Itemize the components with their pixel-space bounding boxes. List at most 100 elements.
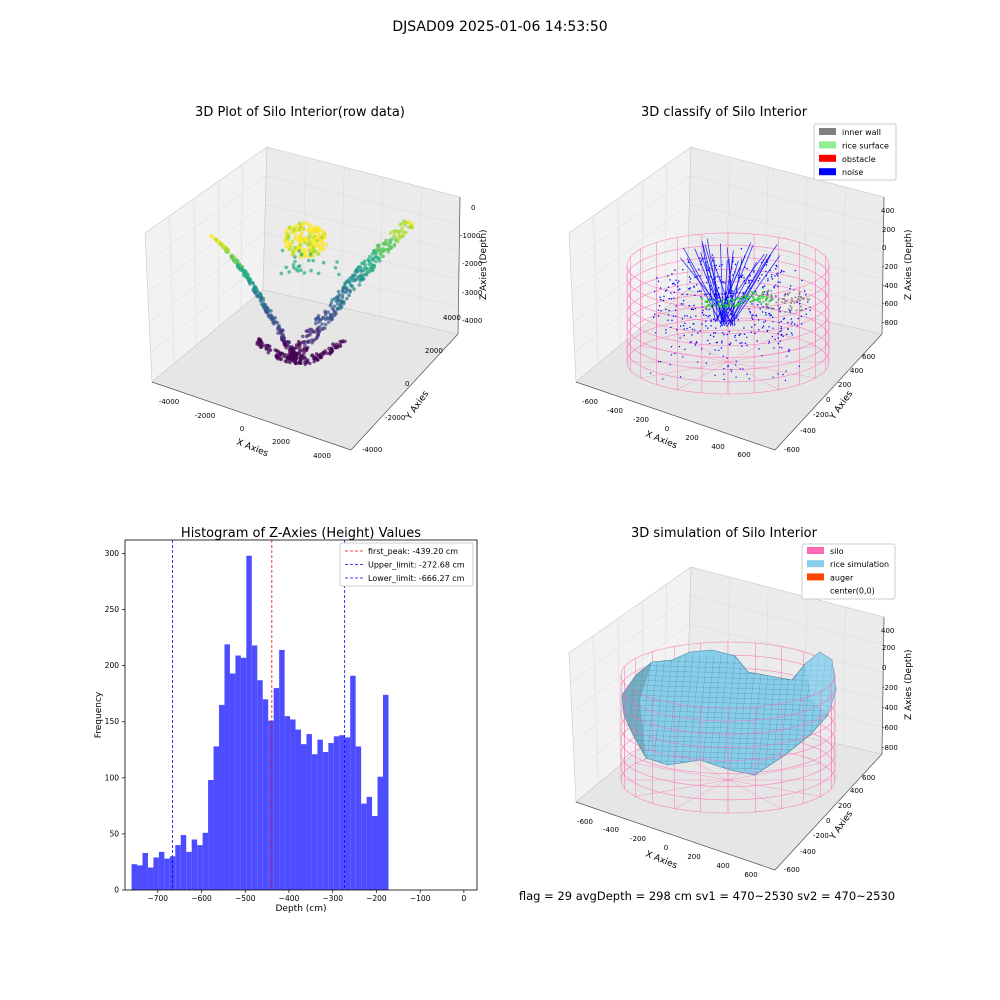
z-tick-label: -800: [882, 744, 898, 752]
noise-point: [675, 305, 677, 307]
data-point: [403, 223, 407, 228]
inner-wall-point: [784, 300, 786, 302]
surface-mesh-line: [627, 724, 833, 732]
data-point: [286, 235, 290, 239]
x-tick-label: 600: [744, 871, 757, 879]
noise-point: [668, 309, 670, 312]
rice-surface-point: [741, 295, 744, 298]
data-point: [343, 339, 347, 344]
noise-point: [735, 376, 737, 378]
data-point: [374, 259, 378, 264]
rice-surface-point: [758, 295, 761, 297]
rice-surface-point: [717, 305, 720, 308]
data-point: [266, 344, 271, 348]
data-point: [355, 267, 360, 272]
rice-surface-point: [706, 299, 709, 301]
noise-point: [771, 335, 773, 338]
noise-point: [701, 259, 703, 261]
noise-point: [741, 342, 743, 344]
data-point: [300, 334, 305, 339]
noise-point: [695, 315, 697, 317]
noise-point: [705, 325, 707, 327]
surface-mesh-line: [627, 689, 833, 697]
noise-point: [777, 281, 779, 283]
data-point: [399, 235, 403, 239]
noise-point: [719, 265, 721, 267]
noise-point: [751, 314, 753, 316]
y-tick-label: 200: [838, 381, 851, 389]
y-axis-line: [350, 333, 459, 451]
noise-point: [760, 261, 763, 264]
rice-surface-point: [755, 293, 758, 296]
silo-wire-spoke: [727, 334, 779, 363]
noise-streak: [682, 247, 728, 326]
noise-point: [765, 275, 768, 277]
noise-point: [667, 286, 670, 288]
panel1-3d-axes-box: [144, 146, 461, 451]
noise-point: [801, 323, 803, 325]
noise-point: [788, 348, 790, 351]
histogram-bar: [153, 857, 159, 890]
noise-point: [721, 324, 723, 326]
noise-point: [722, 332, 724, 334]
inner-wall-point: [771, 297, 774, 300]
noise-point: [790, 323, 792, 325]
histogram-reference-lines: [172, 540, 346, 890]
z-tick-label: 0: [882, 244, 886, 252]
data-point: [332, 297, 337, 301]
data-point: [290, 357, 295, 362]
rice-surface-point: [711, 300, 714, 303]
noise-point: [667, 275, 669, 277]
noise-point: [722, 281, 725, 284]
data-point: [268, 313, 273, 318]
silo-wire-spoke: [727, 361, 779, 390]
noise-point: [772, 321, 774, 323]
silo-wire-spoke: [727, 361, 816, 379]
noise-point: [689, 281, 691, 283]
noise-point: [767, 291, 769, 293]
x-tick-label: 0: [461, 894, 466, 903]
noise-point: [751, 326, 753, 328]
data-point: [287, 270, 292, 274]
noise-point: [665, 329, 667, 331]
data-point: [367, 260, 372, 264]
data-point: [336, 306, 340, 311]
inner-wall-point: [787, 294, 789, 296]
inner-wall-point: [797, 296, 800, 298]
data-point: [217, 240, 221, 244]
data-point: [285, 228, 290, 232]
surface-mesh-line: [708, 654, 722, 771]
y-tick-label: 0: [114, 886, 119, 895]
data-point: [282, 342, 287, 347]
noise-point: [787, 328, 789, 330]
rice-surface-point: [711, 307, 714, 310]
silo-wire-spoke: [727, 779, 821, 797]
noise-point: [674, 352, 676, 355]
rice-surface-point: [705, 306, 707, 309]
data-point: [276, 327, 280, 331]
data-point: [291, 263, 296, 267]
noise-point: [690, 341, 692, 343]
data-point: [348, 288, 352, 293]
data-point: [294, 351, 299, 356]
noise-point: [697, 361, 699, 363]
noise-point: [653, 290, 656, 293]
x-tick-label: −700: [147, 894, 168, 903]
data-point: [283, 239, 288, 244]
grid-line: [271, 316, 381, 423]
data-point: [214, 238, 218, 242]
z-tick-label: -3000: [462, 289, 482, 297]
noise-point: [780, 271, 782, 274]
rice-surface-point: [754, 298, 756, 301]
data-point: [392, 244, 397, 248]
inner-wall-point: [765, 294, 768, 297]
panel4-rice-surface: [621, 649, 837, 776]
noise-point: [716, 341, 718, 343]
histogram-bar: [169, 856, 176, 890]
noise-point: [670, 354, 673, 356]
noise-point: [769, 299, 771, 302]
noise-point: [713, 335, 715, 338]
noise-point: [772, 316, 774, 318]
noise-point: [663, 295, 665, 298]
data-point: [366, 269, 370, 274]
